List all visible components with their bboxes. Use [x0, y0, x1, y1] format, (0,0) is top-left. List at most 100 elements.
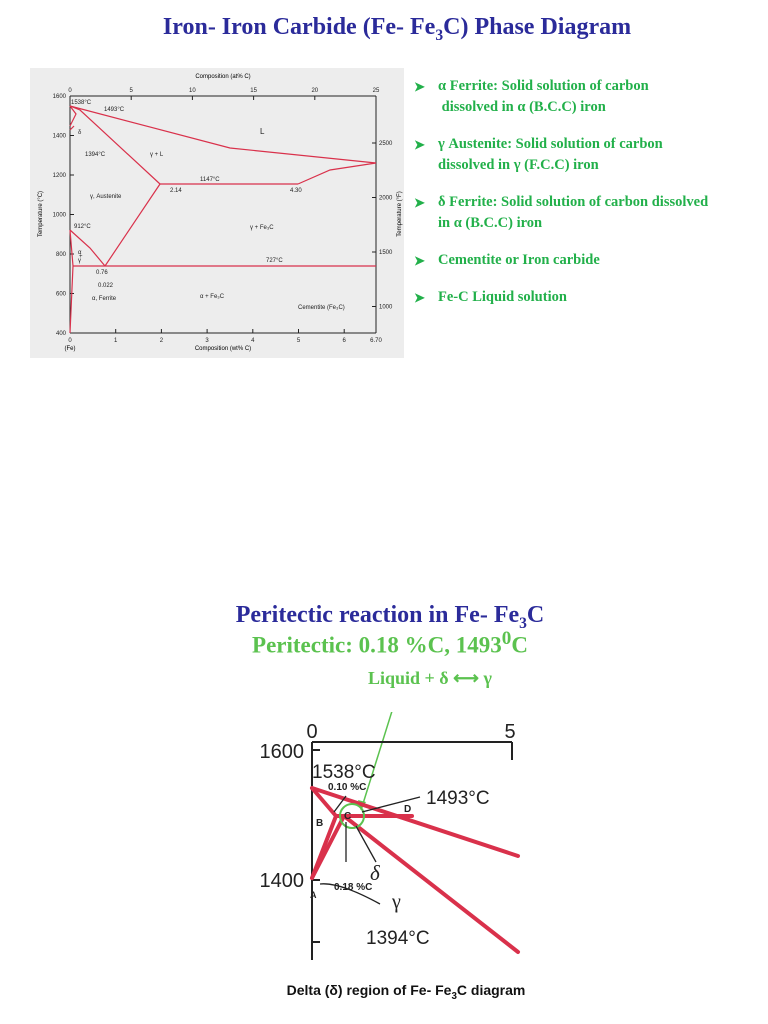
fe-fe3c-phase-diagram: Composition (at% C) Composition (wt% C) …: [30, 68, 404, 358]
top-tick-label: 25: [373, 88, 380, 94]
left-tick-label: 400: [56, 331, 67, 337]
list-item: ➤ Fe-C Liquid solution: [414, 287, 764, 308]
label-alpha-ferrite: α, Ferrite: [92, 296, 117, 302]
left-tick-label: 1200: [53, 173, 67, 179]
tick-label-5: 5: [504, 721, 515, 743]
liquidus: [310, 786, 520, 858]
label-alpha: α: [78, 250, 82, 256]
point-B: B: [316, 818, 323, 829]
right-ticks: 2500 2000 1500 1000: [372, 141, 393, 311]
top-tick-label: 5: [130, 88, 134, 94]
label-0-022: 0.022: [98, 283, 114, 289]
right-axis-label: Temperature (°F): [397, 191, 403, 236]
liquidus-right: [297, 162, 377, 185]
label-1394: 1394°C: [85, 152, 106, 158]
label-gamma-L: γ + L: [150, 152, 164, 158]
right-tick-label: 1000: [379, 305, 393, 311]
list-item: ➤ γ Austenite: Solid solution of carbon di…: [414, 136, 663, 173]
label-2-14: 2.14: [170, 188, 182, 194]
label-L: L: [260, 127, 265, 136]
arrow-bullet-icon: ➤: [414, 79, 425, 94]
label-gamma-fe3c: γ + Fe₃C: [250, 225, 274, 231]
right-tick-label: 1500: [379, 250, 393, 256]
solidus-line: [69, 105, 161, 185]
top-tick-label: 20: [311, 88, 318, 94]
label-727: 727°C: [266, 258, 283, 264]
point-D: D: [404, 804, 411, 815]
label-alpha-fe3c: α + Fe₃C: [200, 294, 225, 300]
label-plus: +: [79, 254, 83, 260]
bottom-axis-label: Composition (wt% C): [195, 346, 251, 352]
label-1538: 1538°C: [71, 100, 92, 106]
phase-description-list: ➤ α Ferrite: Solid solution of carbon dis…: [414, 76, 764, 324]
left-tick-label: 1000: [53, 213, 67, 219]
bottom-tick-label: 4: [251, 338, 255, 344]
bottom-tick-label: 2: [160, 338, 164, 344]
top-tick-label: 15: [250, 88, 257, 94]
tick-label-0: 0: [306, 721, 317, 743]
bottom-tick-label: 6.70: [370, 338, 382, 344]
label-gamma: γ: [78, 258, 81, 264]
label-1493: 1493°C: [104, 107, 125, 113]
acm-line: [104, 183, 161, 267]
right-tick-label: 2000: [379, 196, 393, 202]
arrow-bullet-icon: ➤: [414, 137, 425, 152]
label-0-76: 0.76: [96, 270, 108, 276]
label-1493: 1493°C: [426, 788, 490, 809]
label-gamma: γ: [391, 891, 401, 913]
left-tick-label: 600: [56, 292, 67, 298]
label-1394: 1394°C: [366, 928, 430, 949]
peritectic-reaction: Liquid + δ ⟷ γ: [368, 668, 492, 688]
label-0-18: 0.18 %C: [334, 882, 372, 893]
bottom-tick-label: 0: [68, 338, 72, 344]
leader-0-10: [333, 795, 347, 813]
leader-delta: [355, 825, 377, 863]
label-1147: 1147°C: [200, 177, 220, 183]
top-tick-label: 10: [189, 88, 196, 94]
top-ticks: 0 5 10 15 20 25: [68, 88, 380, 100]
arrow-bullet-icon: ➤: [414, 253, 425, 268]
gamma-boundary: [310, 814, 346, 880]
label-cementite: Cementite (Fe₃C): [298, 305, 345, 311]
peritectic-title: Peritectic reaction in Fe- Fe3C: [235, 602, 545, 632]
left-axis-label: Temperature (°C): [38, 191, 44, 237]
diagram-background: [30, 68, 404, 358]
label-0-10: 0.10 %C: [328, 782, 366, 793]
leader-1493: [361, 796, 421, 813]
right-tick-label: 2500: [379, 141, 393, 147]
arrow-bullet-icon: ➤: [414, 195, 425, 210]
left-tick-label: 1600: [53, 94, 67, 100]
delta-solidus: [310, 786, 338, 818]
delta-boundary: [69, 125, 75, 131]
tick-label-1600: 1600: [260, 741, 305, 763]
label-1538: 1538°C: [312, 762, 376, 783]
peritectic-highlight-circle: [339, 803, 365, 829]
liquidus-line: [69, 105, 377, 164]
top-tick-label: 0: [68, 88, 72, 94]
peritectic-point: Peritectic: 0.18 %C, 14930C: [252, 628, 528, 658]
point-A: A: [310, 890, 317, 900]
tick-label-1400: 1400: [260, 870, 305, 892]
phase-boundaries: [69, 105, 377, 334]
label-912: 912°C: [74, 224, 91, 230]
leader-1394: [319, 883, 381, 905]
list-item: ➤ Cementite or Iron carbide: [414, 250, 764, 271]
label-delta: δ: [78, 130, 82, 136]
connector-line: [360, 712, 393, 811]
left-tick-label: 1400: [53, 134, 67, 140]
point-C: C: [344, 811, 351, 822]
list-item: ➤ α Ferrite: Solid solution of carbon dis…: [414, 78, 649, 115]
figure-caption: Delta (δ) region of Fe- Fe3C diagram: [286, 982, 526, 1002]
label-4-30: 4.30: [290, 188, 302, 194]
delta-region: [69, 105, 77, 127]
delta-region-diagram: 0 5 1600 1400 1538°C 1493°C 1394°C 0.10 …: [260, 712, 520, 960]
bottom-tick-label: 3: [205, 338, 209, 344]
bottom-tick-label: 6: [343, 338, 347, 344]
list-item: ➤ δ Ferrite: Solid solution of carbon dis…: [414, 194, 709, 231]
bottom-tick-label: 5: [297, 338, 301, 344]
delta-phase-lines: [310, 786, 520, 954]
left-tick-label: 800: [56, 252, 67, 258]
origin-note: (Fe): [65, 346, 76, 352]
solvus-line: [69, 229, 74, 334]
arrow-bullet-icon: ➤: [414, 290, 425, 305]
